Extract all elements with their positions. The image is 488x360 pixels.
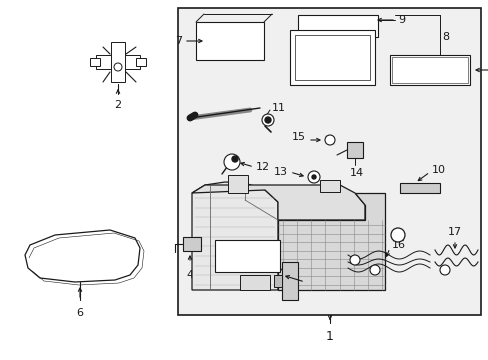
Bar [178, 8, 480, 315]
Text: 9: 9 [397, 15, 404, 25]
Bar [282, 262, 297, 300]
Bar [297, 15, 377, 37]
Polygon shape [278, 193, 384, 290]
Text: 7: 7 [175, 36, 182, 46]
Bar [389, 55, 469, 85]
Circle shape [231, 156, 238, 162]
Bar [399, 183, 439, 193]
Bar [111, 42, 125, 82]
Bar [273, 275, 282, 287]
Bar [391, 57, 467, 83]
Text: 12: 12 [256, 162, 269, 172]
Bar [240, 275, 269, 290]
Text: 15: 15 [291, 132, 305, 142]
Circle shape [307, 171, 319, 183]
Bar [196, 22, 264, 60]
Text: 11: 11 [271, 103, 285, 113]
Text: 13: 13 [273, 167, 287, 177]
Circle shape [369, 265, 379, 275]
Polygon shape [192, 182, 278, 290]
Polygon shape [192, 185, 364, 220]
Bar [294, 35, 369, 80]
Text: 16: 16 [391, 240, 405, 250]
Text: 1: 1 [325, 330, 333, 343]
Circle shape [311, 175, 315, 179]
Bar [96, 55, 140, 69]
Bar [227, 175, 247, 193]
Circle shape [114, 63, 122, 71]
Text: 17: 17 [447, 227, 461, 237]
Bar [90, 58, 100, 66]
Circle shape [224, 154, 240, 170]
Circle shape [439, 265, 449, 275]
Text: 2: 2 [114, 100, 122, 110]
Circle shape [325, 135, 334, 145]
Text: 3: 3 [307, 277, 314, 287]
Text: 4: 4 [186, 270, 193, 280]
Bar [346, 142, 362, 158]
Circle shape [262, 114, 273, 126]
Bar [319, 180, 339, 192]
Bar [215, 240, 280, 272]
Circle shape [349, 255, 359, 265]
Bar [183, 237, 201, 251]
Polygon shape [25, 230, 140, 282]
Bar [136, 58, 146, 66]
Text: 14: 14 [349, 168, 364, 178]
Circle shape [264, 117, 270, 123]
Text: 8: 8 [441, 32, 448, 42]
Circle shape [390, 228, 404, 242]
Text: 10: 10 [431, 165, 445, 175]
Text: 6: 6 [76, 308, 83, 318]
Bar [289, 30, 374, 85]
